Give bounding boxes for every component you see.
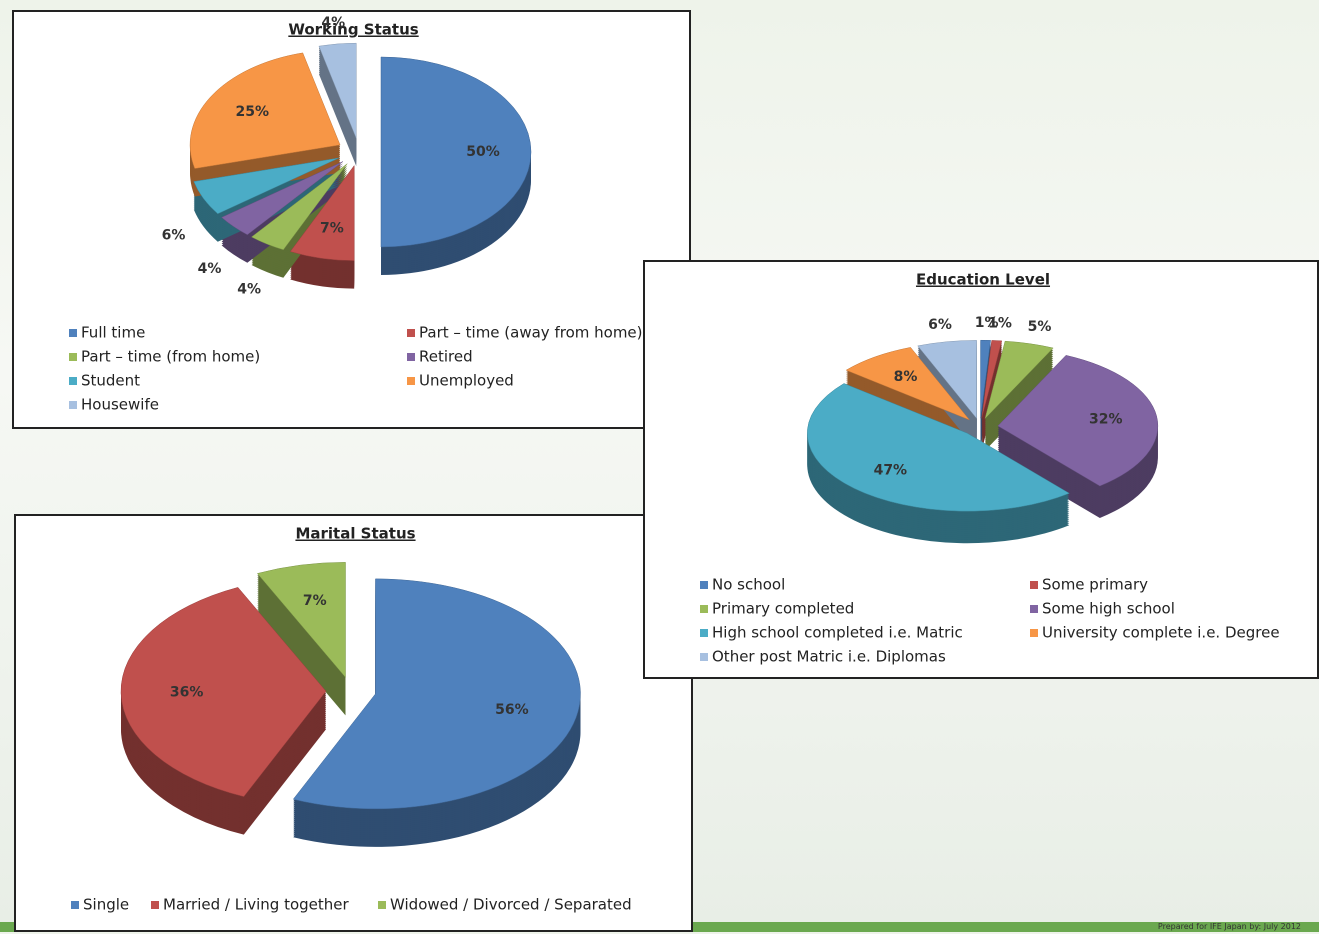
data-label: 1%: [988, 316, 1012, 332]
legend-label: Retired: [419, 348, 473, 366]
legend-swatch: [1030, 581, 1038, 589]
legend-label: Widowed / Divorced / Separated: [390, 896, 632, 914]
data-label: 6%: [928, 317, 952, 333]
data-label: 6%: [162, 227, 186, 243]
footer: Prepared for IFE Japan by: July 2012: [1158, 922, 1301, 931]
legend-label: Housewife: [81, 396, 159, 414]
data-label: 7%: [320, 221, 344, 237]
data-label: 4%: [237, 282, 261, 298]
legend-swatch: [407, 377, 415, 385]
legend-label: High school completed i.e. Matric: [712, 624, 963, 642]
legend-label: Married / Living together: [163, 896, 350, 914]
legend-swatch: [69, 401, 77, 409]
chart-panel: Marital Status 56% 36% 7% Single Married / Li…: [14, 514, 693, 932]
chart-panel: Working Status 50% 7% 4% 4% 6% 25% 4% Full time P…: [12, 10, 691, 429]
data-label: 5%: [1028, 319, 1052, 335]
legend-swatch: [71, 901, 79, 909]
data-label: 4%: [198, 261, 222, 277]
chart: Working Status 50% 7% 4% 4% 6% 25% 4% Full time P…: [14, 12, 693, 431]
chart: Marital Status 56% 36% 7% Single Married / Li…: [16, 516, 695, 934]
legend-label: Some high school: [1042, 600, 1175, 618]
legend-swatch: [407, 353, 415, 361]
data-label: 36%: [170, 684, 204, 700]
legend-swatch: [151, 901, 159, 909]
legend-swatch: [69, 377, 77, 385]
legend-swatch: [1030, 605, 1038, 613]
legend-label: No school: [712, 576, 785, 594]
legend-label: University complete i.e. Degree: [1042, 624, 1280, 642]
legend-swatch: [69, 329, 77, 337]
legend-label: Unemployed: [419, 372, 514, 390]
data-label: 47%: [874, 463, 908, 479]
legend-label: Full time: [81, 324, 145, 342]
legend-label: Part – time (from home): [81, 348, 260, 366]
legend-swatch: [69, 353, 77, 361]
chart-title: Education Level: [916, 271, 1050, 289]
legend-swatch: [700, 605, 708, 613]
data-label: 32%: [1089, 411, 1123, 427]
legend-swatch: [700, 653, 708, 661]
data-label: 4%: [321, 15, 345, 31]
legend-swatch: [378, 901, 386, 909]
chart-title: Marital Status: [295, 525, 415, 543]
legend-swatch: [407, 329, 415, 337]
chart-title: Working Status: [288, 21, 418, 39]
data-label: 25%: [236, 104, 270, 120]
legend-swatch: [1030, 629, 1038, 637]
legend-label: Student: [81, 372, 140, 390]
data-label: 50%: [466, 144, 500, 160]
legend-label: Primary completed: [712, 600, 854, 618]
data-label: 7%: [303, 593, 327, 609]
legend-label: Part – time (away from home): [419, 324, 643, 342]
data-label: 8%: [894, 369, 918, 385]
legend-swatch: [700, 629, 708, 637]
legend-label: Single: [83, 896, 129, 914]
legend-swatch: [700, 581, 708, 589]
legend-label: Some primary: [1042, 576, 1148, 594]
slide: Working Status 50% 7% 4% 4% 6% 25% 4% Full time P…: [0, 0, 1319, 932]
data-label: 56%: [495, 702, 529, 718]
legend-label: Other post Matric i.e. Diplomas: [712, 648, 946, 666]
